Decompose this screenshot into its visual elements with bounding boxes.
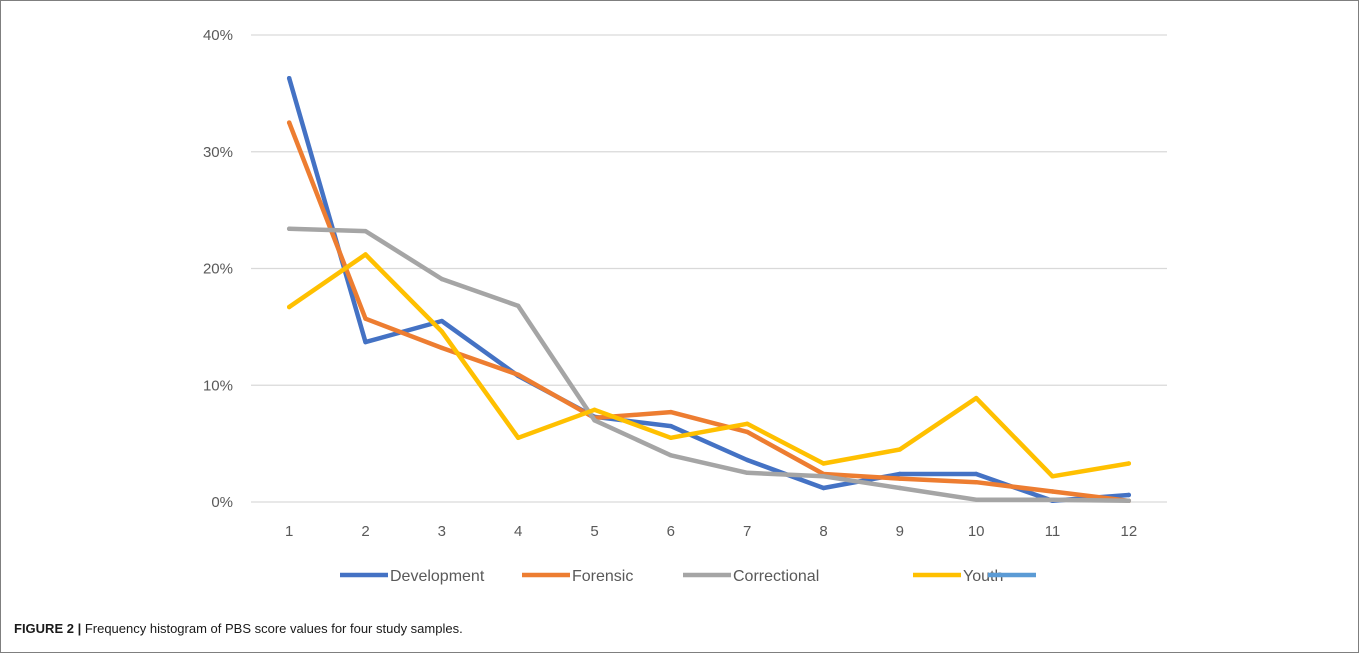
legend-label-correctional: Correctional (733, 568, 819, 585)
data-point-correctional (897, 485, 903, 491)
x-tick-label: 5 (590, 523, 598, 540)
data-point-correctional (286, 226, 292, 232)
x-tick-label: 7 (743, 523, 751, 540)
data-point-correctional (973, 497, 979, 502)
data-point-correctional (821, 474, 826, 479)
data-point-development (1126, 492, 1132, 498)
data-point-correctional (363, 228, 368, 234)
data-point-youth (744, 421, 750, 426)
data-point-development (973, 471, 979, 477)
data-point-forensic (515, 372, 521, 377)
data-point-forensic (439, 345, 445, 351)
data-point-correctional (744, 470, 750, 476)
data-point-correctional (439, 276, 445, 282)
x-tick-label: 10 (968, 523, 985, 540)
y-axis-tick-labels: 0% 10% 20% 30% 40% (203, 27, 233, 511)
series-lines (286, 75, 1132, 504)
figure-label: FIGURE 2 | (14, 621, 82, 636)
grid-lines (251, 34, 1167, 503)
legend: Development Forensic Correctional Youth (340, 568, 1036, 585)
series-line-development (286, 75, 1132, 504)
x-axis-tick-labels: 1 2 3 4 5 6 7 8 9 10 11 12 (285, 523, 1137, 540)
data-point-development (286, 75, 292, 81)
data-point-youth (897, 447, 903, 452)
figure-caption: FIGURE 2 | Frequency histogram of PBS sc… (14, 621, 463, 636)
x-tick-label: 6 (667, 523, 675, 540)
series-line-youth (286, 252, 1132, 479)
data-point-youth (592, 407, 597, 412)
y-tick-label: 0% (211, 494, 233, 511)
x-tick-label: 2 (361, 523, 369, 540)
x-tick-label: 3 (438, 523, 446, 540)
data-point-forensic (897, 476, 903, 481)
y-tick-label: 40% (203, 27, 233, 44)
data-point-development (744, 457, 750, 463)
legend-label-development: Development (390, 568, 485, 585)
data-point-correctional (515, 303, 521, 309)
data-point-youth (363, 252, 368, 257)
data-point-youth (1050, 474, 1055, 479)
series-line-forensic (286, 120, 1132, 504)
data-point-youth (515, 435, 521, 440)
legend-label-forensic: Forensic (572, 568, 633, 585)
caption-text: Frequency histogram of PBS score values … (81, 621, 463, 636)
y-tick-label: 20% (203, 261, 233, 278)
data-point-development (821, 485, 826, 491)
data-point-youth (286, 304, 292, 310)
y-tick-label: 30% (203, 144, 233, 161)
data-point-youth (973, 395, 979, 401)
data-point-correctional (668, 453, 674, 458)
data-point-development (897, 471, 903, 477)
data-point-forensic (363, 316, 368, 321)
x-tick-label: 12 (1120, 523, 1137, 540)
data-point-development (363, 339, 368, 345)
data-point-forensic (1050, 489, 1055, 494)
data-point-correctional (1126, 498, 1132, 504)
data-point-forensic (744, 429, 750, 435)
data-point-forensic (286, 120, 292, 125)
data-point-forensic (973, 479, 979, 485)
data-point-development (668, 423, 674, 429)
data-point-correctional (1050, 497, 1055, 502)
x-tick-label: 1 (285, 523, 293, 540)
x-tick-label: 8 (819, 523, 827, 540)
data-point-youth (668, 435, 674, 440)
data-point-development (439, 318, 445, 324)
x-tick-label: 4 (514, 523, 522, 540)
data-point-forensic (668, 409, 674, 415)
legend-label-youth: Youth (963, 568, 1003, 585)
x-tick-label: 11 (1045, 523, 1061, 540)
data-point-youth (439, 329, 445, 334)
data-point-youth (821, 461, 826, 466)
y-tick-label: 10% (203, 377, 233, 394)
data-point-correctional (592, 418, 597, 423)
x-tick-label: 9 (896, 523, 904, 540)
series-line-correctional (286, 226, 1132, 504)
line-chart: 0%10%20%30%40% 1 2 3 4 5 6 7 8 9 10 11 12 Developme… (203, 27, 1167, 585)
data-point-youth (1126, 461, 1132, 466)
